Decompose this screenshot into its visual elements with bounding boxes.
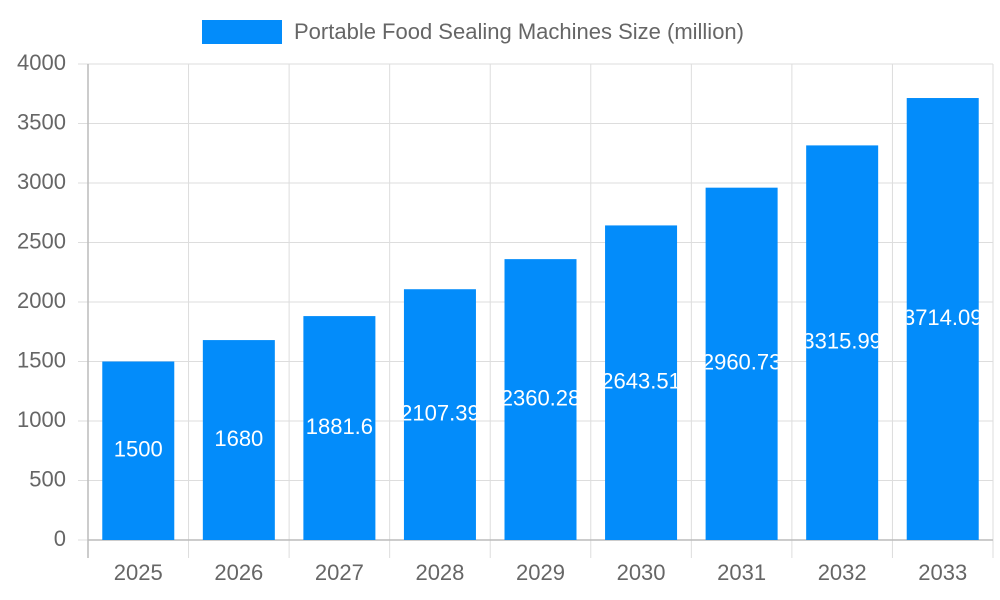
y-tick-label: 3000	[17, 169, 66, 194]
value-label: 2643.51	[601, 369, 681, 394]
x-tick-label: 2031	[717, 560, 766, 585]
bar	[806, 145, 879, 540]
bar	[202, 340, 275, 540]
bar	[403, 289, 476, 540]
value-label: 1500	[114, 437, 163, 462]
value-label: 2107.39	[400, 400, 480, 425]
y-tick-label: 1000	[17, 407, 66, 432]
x-tick-label: 2033	[918, 560, 967, 585]
x-tick-label: 2025	[114, 560, 163, 585]
bar	[504, 259, 577, 540]
y-tick-label: 1500	[17, 347, 66, 372]
x-tick-label: 2030	[617, 560, 666, 585]
bar	[906, 98, 979, 541]
x-tick-label: 2029	[516, 560, 565, 585]
value-label: 3714.09	[903, 305, 983, 330]
bar	[605, 225, 678, 541]
x-tick-label: 2026	[214, 560, 263, 585]
x-tick-label: 2028	[415, 560, 464, 585]
legend-label: Portable Food Sealing Machines Size (mil…	[294, 19, 744, 44]
bar	[705, 187, 778, 540]
x-tick-label: 2027	[315, 560, 364, 585]
bar	[303, 316, 376, 540]
value-label: 1881.6	[306, 414, 373, 439]
value-label: 3315.99	[802, 329, 882, 354]
y-tick-label: 2000	[17, 288, 66, 313]
y-tick-label: 2500	[17, 228, 66, 253]
x-tick-label: 2032	[818, 560, 867, 585]
bar	[102, 361, 175, 540]
value-label: 2960.73	[702, 350, 782, 375]
value-label: 2360.28	[501, 385, 581, 410]
legend-swatch	[202, 20, 282, 44]
y-tick-label: 4000	[17, 50, 66, 75]
y-tick-label: 3500	[17, 109, 66, 134]
value-label: 1680	[214, 426, 263, 451]
y-tick-label: 0	[54, 526, 66, 551]
y-tick-label: 500	[29, 466, 66, 491]
